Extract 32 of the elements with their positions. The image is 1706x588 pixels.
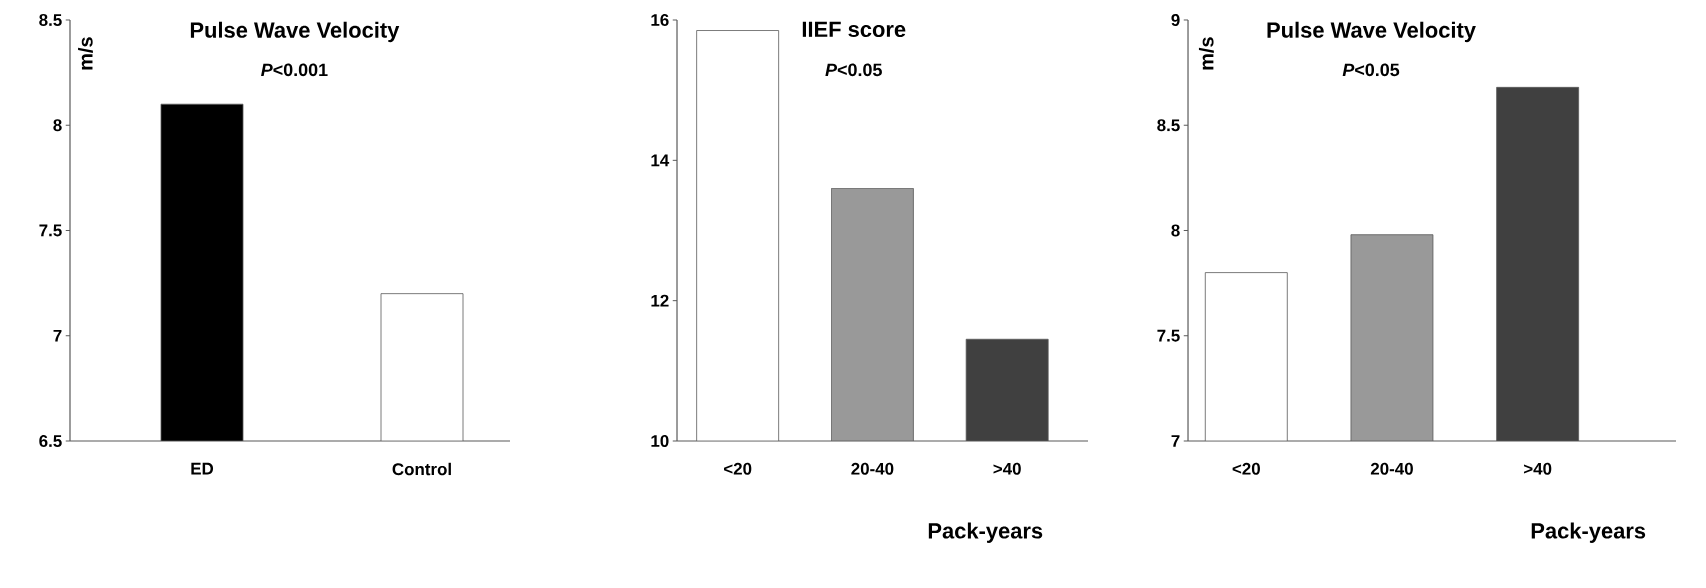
y-tick-label: 8.5 — [39, 14, 62, 26]
y-tick-label: 8 — [53, 119, 62, 132]
x-tick-label: >40 — [1523, 462, 1552, 475]
y-tick-label: 7 — [53, 329, 62, 342]
x-tick-label: <20 — [1232, 462, 1260, 475]
y-tick-label: 12 — [651, 294, 669, 307]
chart-title: Pulse Wave Velocity — [1267, 21, 1476, 43]
chart-title: Pulse Wave Velocity — [190, 21, 400, 43]
x-tick-label: <20 — [724, 462, 752, 475]
x-tick-label: 20-40 — [851, 462, 894, 475]
annotation: P<0.05 — [825, 63, 882, 77]
y-tick-label: 9 — [1171, 14, 1180, 26]
x-tick-label: 20-40 — [1370, 462, 1413, 475]
x-axis-title: Pack-years — [928, 522, 1043, 543]
y-tick-label: 8 — [1171, 224, 1180, 237]
x-tick-label: >40 — [993, 462, 1021, 475]
y-tick-label: 7.5 — [39, 224, 62, 237]
y-tick-label: 16 — [651, 14, 669, 26]
y-tick-label: 8.5 — [1157, 119, 1180, 132]
x-axis-title: Pack-years — [1531, 522, 1646, 543]
y-axis-title: m/s — [78, 37, 93, 70]
y-tick-label: 7.5 — [1157, 329, 1180, 342]
y-tick-label: 14 — [651, 154, 670, 167]
chart-title: IIEF score — [802, 21, 906, 38]
x-tick-label: ED — [191, 462, 214, 475]
x-tick-label: Control — [392, 462, 451, 476]
y-tick-label: 7 — [1171, 435, 1180, 447]
y-tick-label: 10 — [651, 435, 669, 447]
y-axis-title: m/s — [1198, 37, 1214, 70]
annotation: P<0.001 — [261, 63, 328, 77]
annotation: P<0.05 — [1342, 63, 1400, 77]
y-tick-label: 6.5 — [39, 435, 62, 447]
